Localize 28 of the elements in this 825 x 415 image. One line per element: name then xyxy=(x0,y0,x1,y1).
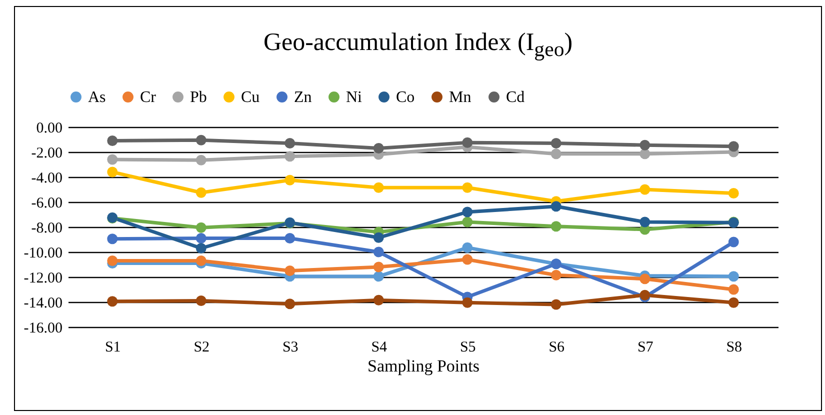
x-tick-label: S7 xyxy=(637,340,654,356)
y-tick-label: -6.00 xyxy=(31,196,62,212)
x-tick-label: S1 xyxy=(104,340,121,356)
x-tick-label: S5 xyxy=(460,340,476,356)
y-tick-label: -12.00 xyxy=(24,270,62,286)
x-tick-label: S8 xyxy=(726,340,742,356)
y-tick-label: -14.00 xyxy=(24,296,62,312)
y-tick-label: 0.00 xyxy=(36,120,62,136)
chart-title: Geo-accumulation Index (I$_{geo}$) xyxy=(262,29,574,62)
legend-label: Cu xyxy=(241,89,260,106)
legend-label: Zn xyxy=(294,89,312,106)
y-tick-label: -2.00 xyxy=(31,146,62,162)
y-tick-label: -10.00 xyxy=(24,246,62,262)
y-tick-label: -8.00 xyxy=(31,220,62,236)
y-tick-label: -16.00 xyxy=(24,320,62,336)
x-tick-label: S3 xyxy=(282,340,298,356)
legend-label: Pb xyxy=(190,89,207,106)
y-tick-label: -4.00 xyxy=(31,170,62,186)
x-tick-label: S4 xyxy=(371,340,388,356)
legend-label: Ni xyxy=(346,89,363,106)
legend-label: Co xyxy=(396,89,415,106)
legend-label: Cd xyxy=(506,89,525,106)
x-tick-label: S6 xyxy=(548,340,566,356)
legend-label: As xyxy=(88,89,106,106)
legend-label: Mn xyxy=(449,89,472,106)
x-axis-title: Sampling Points xyxy=(368,356,480,376)
legend-label: Cr xyxy=(140,89,157,106)
x-tick-label: S2 xyxy=(194,340,210,356)
